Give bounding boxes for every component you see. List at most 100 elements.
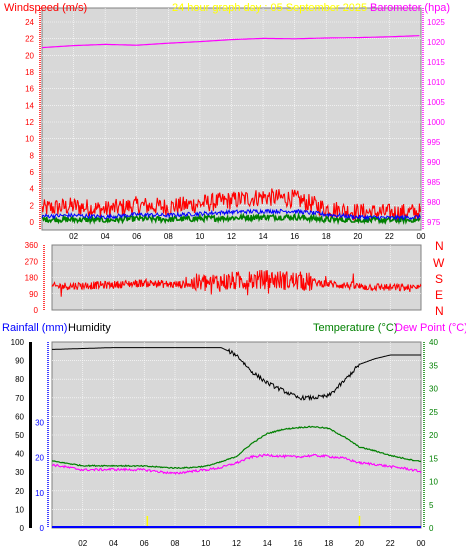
chart-title: 24 hour graph day : 05 September 2025 [172,2,367,14]
baro-tick-label: 1020 [427,38,445,47]
x-tick-label: 04 [109,539,118,548]
humidity-line [52,347,421,402]
wind-tick-label: 20 [25,51,34,60]
x-tick-label: 20 [353,232,362,241]
x-tick-label: 10 [195,232,204,241]
temp-tick-label: 10 [429,478,438,487]
x-tick-label: 10 [201,539,210,548]
x-tick-label: 02 [78,539,87,548]
baro-tick-label: 980 [427,198,441,207]
wind-tick-label: 0 [30,218,35,227]
temp-tick-label: 25 [429,408,438,417]
rain-tick-label: 30 [35,418,44,427]
wind-tick-label: 18 [25,68,34,77]
x-tick-label: 06 [132,232,141,241]
temp-tick-label: 40 [429,338,438,347]
direction-tick-label: 360 [25,241,39,250]
temp-tick-label: 5 [429,501,434,510]
rain-tick-label: 0 [40,524,45,533]
direction-tick-label: 270 [25,257,39,266]
wind-tick-label: 14 [25,101,34,110]
x-tick-label: 16 [294,539,303,548]
baro-tick-label: 985 [427,178,441,187]
direction-label-s: S [435,272,443,286]
barometer-line [41,35,420,49]
wind-tick-label: 10 [25,135,34,144]
humidity-tick-label: 60 [15,412,24,421]
temperature-axis-title: Temperature (°C) [313,322,397,334]
baro-tick-label: 1000 [427,118,445,127]
baro-tick-label: 975 [427,218,441,227]
x-tick-label: 12 [227,232,236,241]
rain-scale-bar [29,342,32,528]
x-tick-label: 16 [290,232,299,241]
x-tick-label: 04 [101,232,110,241]
x-tick-label: 08 [171,539,180,548]
x-tick-label: 06 [140,539,149,548]
humidity-tick-label: 100 [11,338,25,347]
x-tick-label: 00 [417,539,426,548]
direction-label-w: W [433,256,445,270]
baro-tick-label: 995 [427,138,441,147]
temp-tick-label: 30 [429,385,438,394]
direction-label-e: E [435,288,443,302]
barometer-axis-title: Barometer (hpa) [370,2,450,14]
x-tick-label: 00 [417,232,426,241]
x-tick-label: 22 [385,232,394,241]
direction-tick-label: 0 [34,306,39,315]
humidity-tick-label: 0 [20,524,25,533]
windspeed-axis-title: Windspeed (m/s) [4,2,87,14]
wind-tick-label: 2 [30,201,35,210]
direction-label-n-top: N [435,239,444,253]
wind-tick-label: 8 [30,151,35,160]
baro-tick-label: 1010 [427,78,445,87]
baro-tick-label: 1005 [427,98,445,107]
rainfall-axis-title: Rainfall (mm) [2,322,67,334]
rain-tick-label: 20 [35,454,44,463]
direction-tick-label: 90 [29,290,38,299]
humidity-tick-label: 90 [15,357,24,366]
wind-low-line [41,212,421,226]
x-tick-label: 14 [263,539,272,548]
humidity-tick-label: 20 [15,487,24,496]
wind-tick-label: 6 [30,168,35,177]
dewpoint-line [51,453,422,475]
x-tick-label: 18 [324,539,333,548]
baro-tick-label: 1015 [427,58,445,67]
temp-tick-label: 0 [429,524,434,533]
dewpoint-axis-title: Dew Point (°C) [395,322,466,334]
x-tick-label: 12 [232,539,241,548]
x-tick-label: 22 [386,539,395,548]
humidity-tick-label: 80 [15,375,24,384]
temperature-line [51,425,422,470]
humidity-axis-title: Humidity [68,322,111,334]
humidity-tick-label: 30 [15,468,24,477]
humidity-tick-label: 50 [15,431,24,440]
x-tick-label: 18 [322,232,331,241]
baro-tick-label: 1025 [427,18,445,27]
direction-label-n-bottom: N [435,304,444,318]
temp-tick-label: 35 [429,361,438,370]
wind-direction-line [51,270,422,297]
wind-tick-label: 24 [25,18,34,27]
temp-tick-label: 20 [429,431,438,440]
wind-tick-label: 4 [30,185,35,194]
humidity-tick-label: 40 [15,450,24,459]
temp-tick-label: 15 [429,454,438,463]
baro-tick-label: 990 [427,158,441,167]
wind-avg-line [41,208,421,222]
wind-tick-label: 22 [25,35,34,44]
rain-tick-label: 10 [35,489,44,498]
wind-gust-line [41,188,421,223]
x-tick-label: 02 [69,232,78,241]
x-tick-label: 08 [164,232,173,241]
humidity-tick-label: 70 [15,394,24,403]
direction-tick-label: 180 [25,274,39,283]
x-tick-label: 14 [259,232,268,241]
humidity-tick-label: 10 [15,505,24,514]
wind-tick-label: 12 [25,118,34,127]
x-tick-label: 20 [355,539,364,548]
wind-tick-label: 16 [25,85,34,94]
